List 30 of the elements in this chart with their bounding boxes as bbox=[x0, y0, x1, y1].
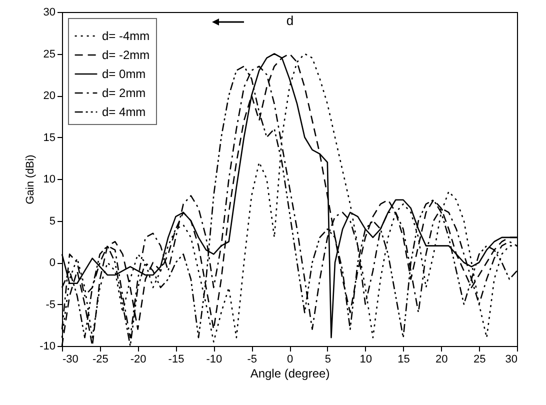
y-tick-label: -10 bbox=[40, 340, 56, 352]
x-axis-title: Angle (degree) bbox=[250, 366, 330, 380]
y-tick-label: 15 bbox=[43, 132, 56, 144]
x-tick-label: -30 bbox=[62, 354, 78, 366]
x-tick-label: 10 bbox=[360, 354, 372, 366]
legend-label: d= -4mm bbox=[102, 29, 150, 43]
y-axis-title: Gain (dBi) bbox=[24, 154, 37, 204]
x-tick-label: 5 bbox=[324, 354, 331, 366]
x-tick-label: -20 bbox=[130, 354, 146, 366]
x-tick-label: 30 bbox=[505, 354, 518, 366]
annotation: d bbox=[286, 13, 294, 28]
x-tick-label: 20 bbox=[436, 354, 448, 366]
y-tick-label: 0 bbox=[49, 257, 56, 269]
legend-label: d= -2mm bbox=[102, 48, 150, 62]
y-tick-label: 20 bbox=[43, 90, 56, 102]
x-tick-label: -25 bbox=[92, 354, 108, 366]
x-tick-label: -10 bbox=[206, 354, 222, 366]
x-tick-label: -15 bbox=[168, 354, 184, 366]
y-tick-label: 5 bbox=[49, 215, 56, 228]
y-tick-label: -5 bbox=[46, 298, 56, 311]
x-tick-label: -5 bbox=[247, 354, 257, 366]
x-tick-label: 15 bbox=[398, 354, 410, 366]
y-tick-label: 25 bbox=[43, 48, 56, 60]
legend-label: d= 4mm bbox=[102, 105, 146, 119]
y-tick-label: 30 bbox=[43, 6, 56, 18]
x-tick-label: 0 bbox=[286, 354, 294, 366]
legend-label: d= 0mm bbox=[102, 67, 146, 81]
y-tick-label: 10 bbox=[43, 174, 56, 186]
legend-label: d= 2mm bbox=[102, 86, 146, 100]
x-tick-label: 25 bbox=[473, 354, 486, 366]
